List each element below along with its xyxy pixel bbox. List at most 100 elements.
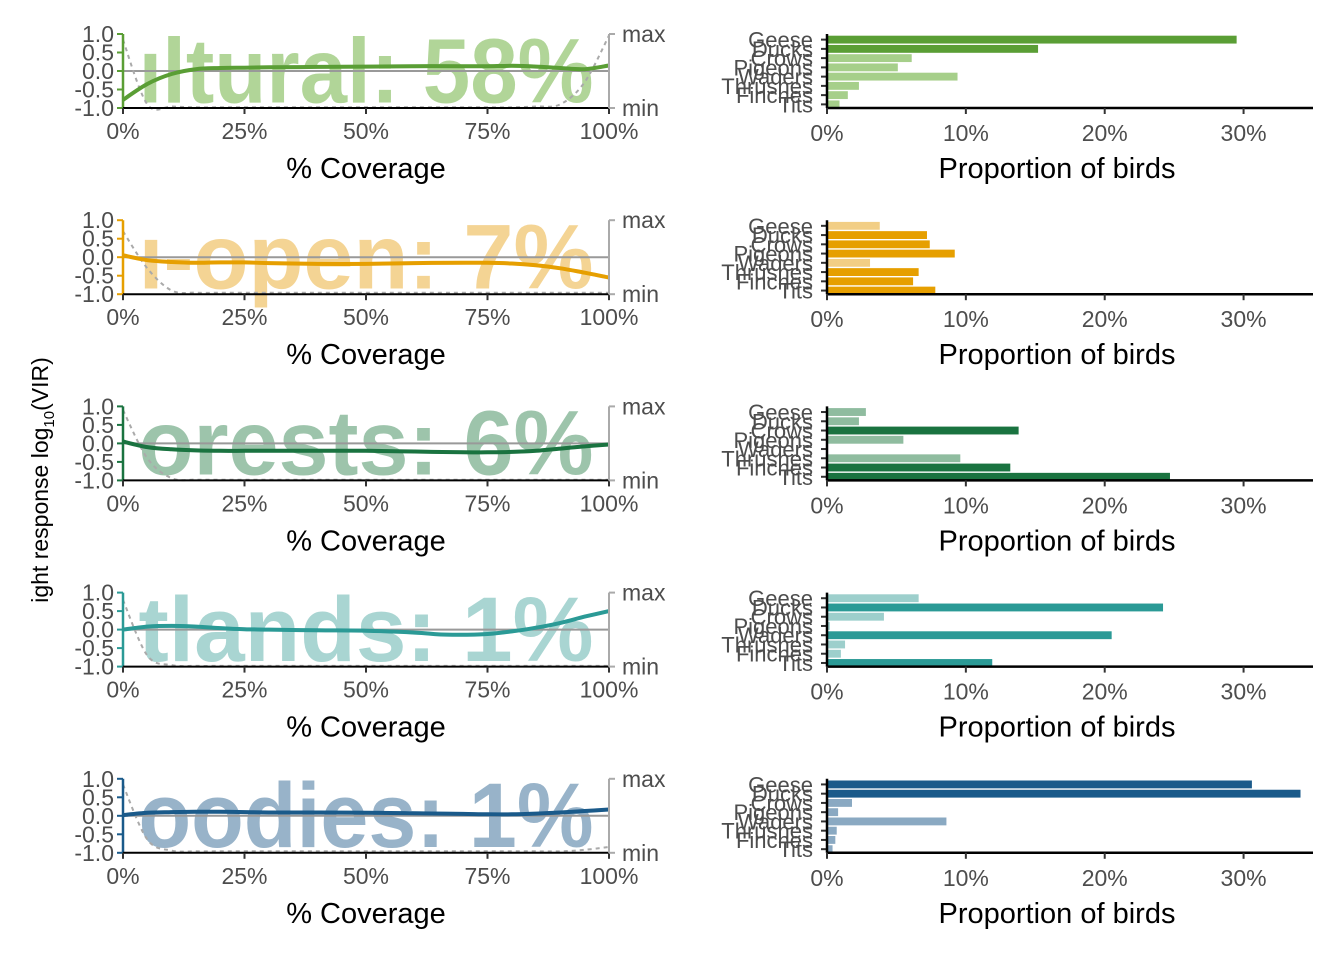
y-tick-label: -0.5 bbox=[74, 449, 114, 475]
x-tick-label: 50% bbox=[343, 118, 389, 144]
right-tick-label: min bbox=[622, 95, 659, 121]
category-label: Tits bbox=[778, 279, 813, 304]
bar-finches bbox=[828, 91, 848, 100]
bar-x-tick-label: 20% bbox=[1082, 306, 1128, 332]
y-axis-title-main: ight response log bbox=[27, 428, 53, 603]
y-axis-title-sub: 10 bbox=[41, 411, 58, 428]
category-label: Finches bbox=[736, 456, 813, 481]
bar-x-tick-label: 20% bbox=[1082, 492, 1128, 518]
bar-waders bbox=[828, 817, 947, 826]
y-tick-label: 1.0 bbox=[82, 766, 114, 792]
category-label: Ducks bbox=[752, 223, 813, 248]
panel-3: orests: 6%1.00.50.0-0.5-1.00% 25% 50% 75% 10… bbox=[74, 393, 1313, 557]
right-tick-label: max bbox=[622, 580, 666, 606]
category-label: Thrushes bbox=[721, 74, 813, 99]
x-tick-label: 50% bbox=[343, 863, 389, 889]
bar-waders bbox=[828, 258, 871, 267]
bar-x-tick-label: 10% bbox=[943, 120, 989, 146]
bar-x-tick-label: 20% bbox=[1082, 865, 1128, 891]
x-tick-label: 50% bbox=[343, 677, 389, 703]
category-label: Thrushes bbox=[721, 446, 813, 471]
bar-tits bbox=[828, 845, 833, 854]
y-tick-label: 0.5 bbox=[82, 226, 114, 252]
category-label: Tits bbox=[778, 651, 813, 676]
bar-crows bbox=[828, 612, 884, 621]
bar-crows bbox=[828, 426, 1019, 435]
category-label: Finches bbox=[736, 642, 813, 667]
bar-thrushes bbox=[828, 826, 837, 835]
y-tick-label: -0.5 bbox=[74, 635, 114, 661]
x-tick-label: 100% bbox=[580, 118, 639, 144]
x-tick-label: 50% bbox=[343, 304, 389, 330]
bar-x-tick-label: 0% bbox=[810, 306, 843, 332]
category-label: Ducks bbox=[752, 782, 813, 807]
bar-x-tick-label: 30% bbox=[1221, 679, 1267, 705]
bar-waders bbox=[828, 631, 1112, 640]
bar-pigeons bbox=[828, 249, 955, 258]
x-tick-label: 0% bbox=[106, 490, 139, 516]
bar-tits bbox=[828, 100, 840, 109]
x-tick-label: 25% bbox=[221, 490, 267, 516]
bar-thrushes bbox=[828, 268, 919, 277]
bar-finches bbox=[828, 463, 1011, 472]
category-label: Crows bbox=[751, 419, 813, 444]
x-axis-title: % Coverage bbox=[286, 712, 446, 744]
bar-crows bbox=[828, 798, 852, 807]
category-label: Pigeons bbox=[733, 55, 813, 80]
coverage-distribution-line bbox=[122, 230, 609, 294]
bar-pigeons bbox=[828, 63, 898, 72]
bar-geese bbox=[828, 35, 1237, 44]
y-axis-title: ight response log10(VIR) bbox=[27, 357, 58, 603]
bar-x-tick-label: 10% bbox=[943, 306, 989, 332]
bar-tits bbox=[828, 659, 993, 667]
bar-geese bbox=[828, 594, 919, 603]
category-label: Tits bbox=[778, 837, 813, 862]
panel-1: ıltural: 58%1.00.50.0-0.5-1.00% 25% 50% 75%… bbox=[74, 20, 1313, 185]
category-label: Ducks bbox=[752, 409, 813, 434]
y-tick-label: 1.0 bbox=[82, 21, 114, 47]
bar-pigeons bbox=[828, 808, 839, 817]
y-tick-label: 1.0 bbox=[82, 207, 114, 233]
x-tick-label: 75% bbox=[464, 490, 510, 516]
y-tick-label: 0.5 bbox=[82, 40, 114, 66]
bar-x-tick-label: 0% bbox=[810, 865, 843, 891]
category-label: Finches bbox=[736, 828, 813, 853]
response-curve bbox=[122, 439, 610, 455]
y-tick-label: -0.5 bbox=[74, 821, 114, 847]
response-curve bbox=[122, 253, 610, 280]
bar-pigeons bbox=[828, 435, 904, 444]
category-label: Geese bbox=[748, 400, 813, 425]
bar-x-tick-label: 30% bbox=[1221, 120, 1267, 146]
x-tick-label: 0% bbox=[106, 677, 139, 703]
right-tick-label: min bbox=[622, 281, 659, 307]
y-tick-label: -0.5 bbox=[74, 77, 114, 103]
category-label: Crows bbox=[751, 46, 813, 71]
right-tick-label: max bbox=[622, 207, 666, 233]
x-tick-label: 0% bbox=[106, 304, 139, 330]
y-tick-label: 0.5 bbox=[82, 784, 114, 810]
bar-x-tick-label: 10% bbox=[943, 679, 989, 705]
bar-x-tick-label: 0% bbox=[810, 492, 843, 518]
x-tick-label: 100% bbox=[580, 304, 639, 330]
category-label: Crows bbox=[751, 791, 813, 816]
bar-x-axis-title: Proportion of birds bbox=[939, 339, 1176, 371]
x-tick-label: 75% bbox=[464, 863, 510, 889]
bar-ducks bbox=[828, 231, 927, 240]
y-tick-label: -1.0 bbox=[74, 467, 114, 493]
response-curve bbox=[121, 63, 610, 102]
x-tick-label: 50% bbox=[343, 490, 389, 516]
bar-x-axis-title: Proportion of birds bbox=[939, 153, 1176, 185]
x-axis-title: % Coverage bbox=[286, 339, 446, 371]
x-tick-label: 75% bbox=[464, 677, 510, 703]
bar-x-tick-label: 30% bbox=[1221, 306, 1267, 332]
bar-thrushes bbox=[828, 454, 961, 463]
y-tick-label: -0.5 bbox=[74, 263, 114, 289]
bar-x-tick-label: 20% bbox=[1082, 120, 1128, 146]
category-label: Crows bbox=[751, 605, 813, 630]
panel-4: tlands: 1%1.00.50.0-0.5-1.00% 25% 50% 75% 10… bbox=[74, 579, 1313, 744]
x-tick-label: 0% bbox=[106, 863, 139, 889]
y-tick-label: 1.0 bbox=[82, 580, 114, 606]
category-label: Pigeons bbox=[733, 614, 813, 639]
y-tick-label: 0.0 bbox=[82, 244, 114, 270]
